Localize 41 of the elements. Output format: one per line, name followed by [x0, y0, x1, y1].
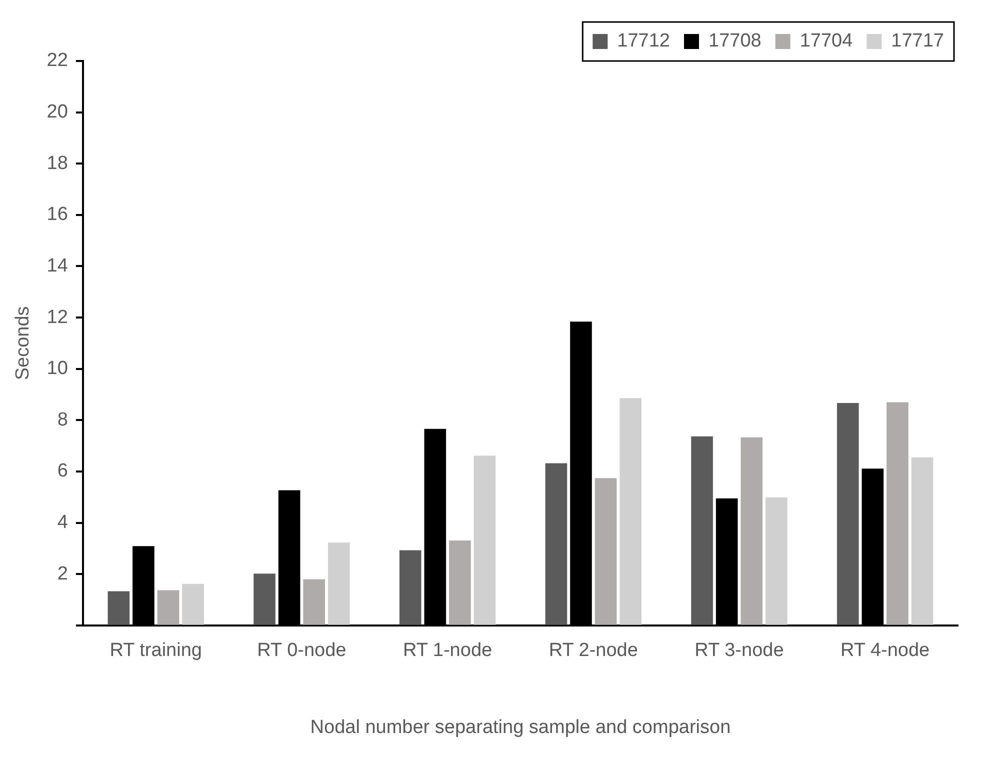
bar — [911, 457, 934, 625]
legend-label: 17708 — [708, 30, 762, 52]
bar — [620, 398, 642, 625]
y-tick-label: 18 — [46, 152, 68, 174]
bar — [303, 579, 326, 625]
bar — [545, 463, 568, 625]
y-tick-label: 14 — [46, 255, 68, 276]
bar — [108, 591, 130, 625]
x-tick-label: RT training — [110, 640, 202, 662]
x-tick-label: RT 4-node — [840, 640, 930, 662]
bar — [182, 584, 204, 625]
bar — [254, 574, 276, 625]
x-tick-label: RT 2-node — [548, 640, 638, 662]
bar — [886, 402, 908, 625]
bar — [474, 456, 496, 625]
y-tick-label: 16 — [46, 204, 68, 226]
bar — [449, 540, 471, 625]
legend-label: 17712 — [617, 30, 670, 52]
legend-label: 17717 — [891, 30, 944, 52]
y-tick-label: 10 — [46, 358, 68, 380]
bar — [836, 402, 859, 625]
bar — [157, 590, 180, 625]
y-tick-label: 2 — [57, 563, 68, 584]
bar — [740, 437, 763, 625]
bar — [766, 497, 788, 625]
y-tick-label: 6 — [57, 460, 68, 482]
x-tick-label: RT 0-node — [257, 640, 346, 662]
bar — [328, 542, 350, 625]
x-tick-label: RT 3-node — [694, 640, 784, 662]
x-axis-title: Nodal number separating sample and comparison — [310, 716, 731, 738]
y-tick-label: 4 — [57, 512, 68, 534]
y-axis-title: Seconds — [12, 306, 34, 380]
x-tick-label: RT 1-node — [403, 640, 492, 662]
bar — [594, 478, 617, 625]
legend-label: 17704 — [800, 30, 854, 52]
bar — [399, 550, 422, 625]
bar — [691, 436, 713, 625]
y-tick-label: 20 — [46, 102, 68, 123]
y-tick-label: 8 — [57, 409, 68, 430]
y-tick-label: 22 — [46, 50, 68, 72]
y-tick-label: 12 — [46, 306, 68, 328]
